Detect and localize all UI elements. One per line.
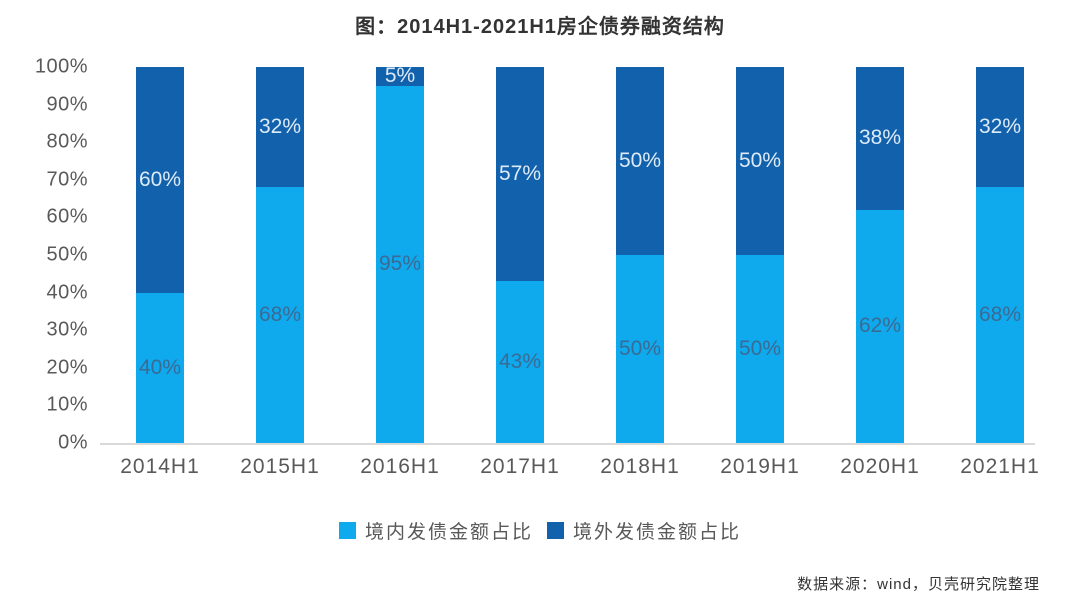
y-axis-tick-label: 60% [46, 205, 88, 228]
y-axis: 100% 90% 80% 70% 60% 50% 40% 30% 20% 10% 0% [0, 0, 88, 608]
y-axis-tick-label: 70% [46, 168, 88, 191]
stacked-bar: 50% 50% [616, 67, 664, 443]
segment-overseas [496, 67, 544, 282]
segment-domestic [496, 281, 544, 443]
legend-item-overseas: 境外发债金额占比 [547, 517, 741, 544]
segment-overseas [136, 67, 184, 293]
segment-domestic [376, 85, 424, 443]
stacked-bar: 68% 32% [976, 67, 1024, 443]
x-axis-label: 2021H1 [960, 455, 1040, 478]
segment-label-overseas: 57% [498, 162, 542, 186]
y-axis-tick-label: 20% [46, 356, 88, 379]
bar-column-2014H1: 40% 60% 2014H1 [100, 67, 220, 478]
bar-column-2016H1: 95% 5% 2016H1 [340, 64, 460, 478]
legend: 境内发债金额占比 境外发债金额占比 [0, 517, 1080, 544]
segment-label-overseas: 38% [858, 126, 902, 150]
segment-domestic [136, 292, 184, 443]
segment-domestic [256, 187, 304, 443]
legend-label-overseas: 境外发债金额占比 [573, 522, 742, 543]
segment-label-overseas: 50% [618, 149, 662, 172]
stacked-bar: 95% 5% [376, 64, 424, 443]
stacked-bar: 50% 50% [736, 67, 784, 443]
y-axis-tick-label: 100% [34, 55, 88, 78]
segment-label-overseas: 32% [978, 115, 1022, 139]
x-axis-label: 2017H1 [480, 455, 560, 478]
y-axis-tick-label: 90% [46, 93, 88, 116]
segment-domestic [856, 209, 904, 443]
legend-label-domestic: 境内发债金额占比 [364, 522, 533, 543]
y-axis-tick-label: 40% [46, 281, 88, 304]
segment-label-domestic: 68% [258, 303, 302, 327]
segment-label-overseas: 32% [258, 115, 302, 139]
segment-label-overseas: 60% [138, 167, 182, 191]
segment-domestic [616, 255, 664, 443]
segment-overseas [736, 67, 784, 255]
x-axis-label: 2020H1 [840, 455, 920, 478]
segment-label-domestic: 95% [378, 252, 422, 276]
segment-overseas [256, 67, 304, 188]
y-axis-tick-label: 80% [46, 130, 88, 153]
legend-swatch-domestic-icon [338, 522, 356, 539]
y-axis-tick-label: 0% [58, 431, 88, 454]
y-axis-tick-label: 50% [46, 243, 88, 266]
segment-label-domestic: 50% [738, 337, 782, 360]
segment-domestic [976, 187, 1024, 443]
segment-overseas [376, 67, 424, 86]
y-axis-tick-label: 30% [46, 318, 88, 341]
bar-column-2020H1: 62% 38% 2020H1 [820, 67, 940, 478]
x-axis-label: 2019H1 [720, 455, 800, 478]
x-axis-label: 2014H1 [120, 455, 200, 478]
segment-label-domestic: 40% [138, 355, 182, 379]
segment-overseas [976, 67, 1024, 188]
stacked-bar: 43% 57% [496, 67, 544, 443]
segment-label-domestic: 50% [618, 337, 662, 360]
segment-domestic [736, 255, 784, 443]
segment-label-domestic: 43% [498, 350, 542, 374]
segment-overseas [856, 67, 904, 210]
x-axis-line [100, 443, 1035, 445]
stacked-bar: 68% 32% [256, 67, 304, 443]
x-axis-label: 2016H1 [360, 455, 440, 478]
x-axis-label: 2018H1 [600, 455, 680, 478]
bar-column-2018H1: 50% 50% 2018H1 [580, 67, 700, 478]
stacked-bar: 40% 60% [136, 67, 184, 443]
legend-item-domestic: 境内发债金额占比 [338, 517, 533, 544]
segment-label-domestic: 62% [858, 314, 902, 338]
legend-swatch-overseas-icon [547, 522, 564, 539]
chart-title: 图：2014H1-2021H1房企债券融资结构 [355, 16, 725, 38]
plot-area: 40% 60% 2014H1 68% 32% 2015H1 95% 5% 2016H1 43% 57… [100, 64, 1039, 478]
bar-column-2019H1: 50% 50% 2019H1 [700, 67, 820, 478]
bar-column-2021H1: 68% 32% 2021H1 [940, 67, 1060, 478]
y-axis-tick-label: 10% [46, 393, 88, 416]
data-source: 数据来源：wind，贝壳研究院整理 [797, 576, 1040, 593]
bar-column-2015H1: 68% 32% 2015H1 [220, 67, 340, 478]
stacked-bar: 62% 38% [856, 67, 904, 443]
segment-label-overseas: 50% [738, 149, 782, 172]
segment-label-overseas: 5% [384, 64, 416, 88]
segment-overseas [616, 67, 664, 255]
x-axis-label: 2015H1 [240, 455, 320, 478]
segment-label-domestic: 68% [978, 303, 1022, 327]
bar-column-2017H1: 43% 57% 2017H1 [460, 67, 580, 478]
